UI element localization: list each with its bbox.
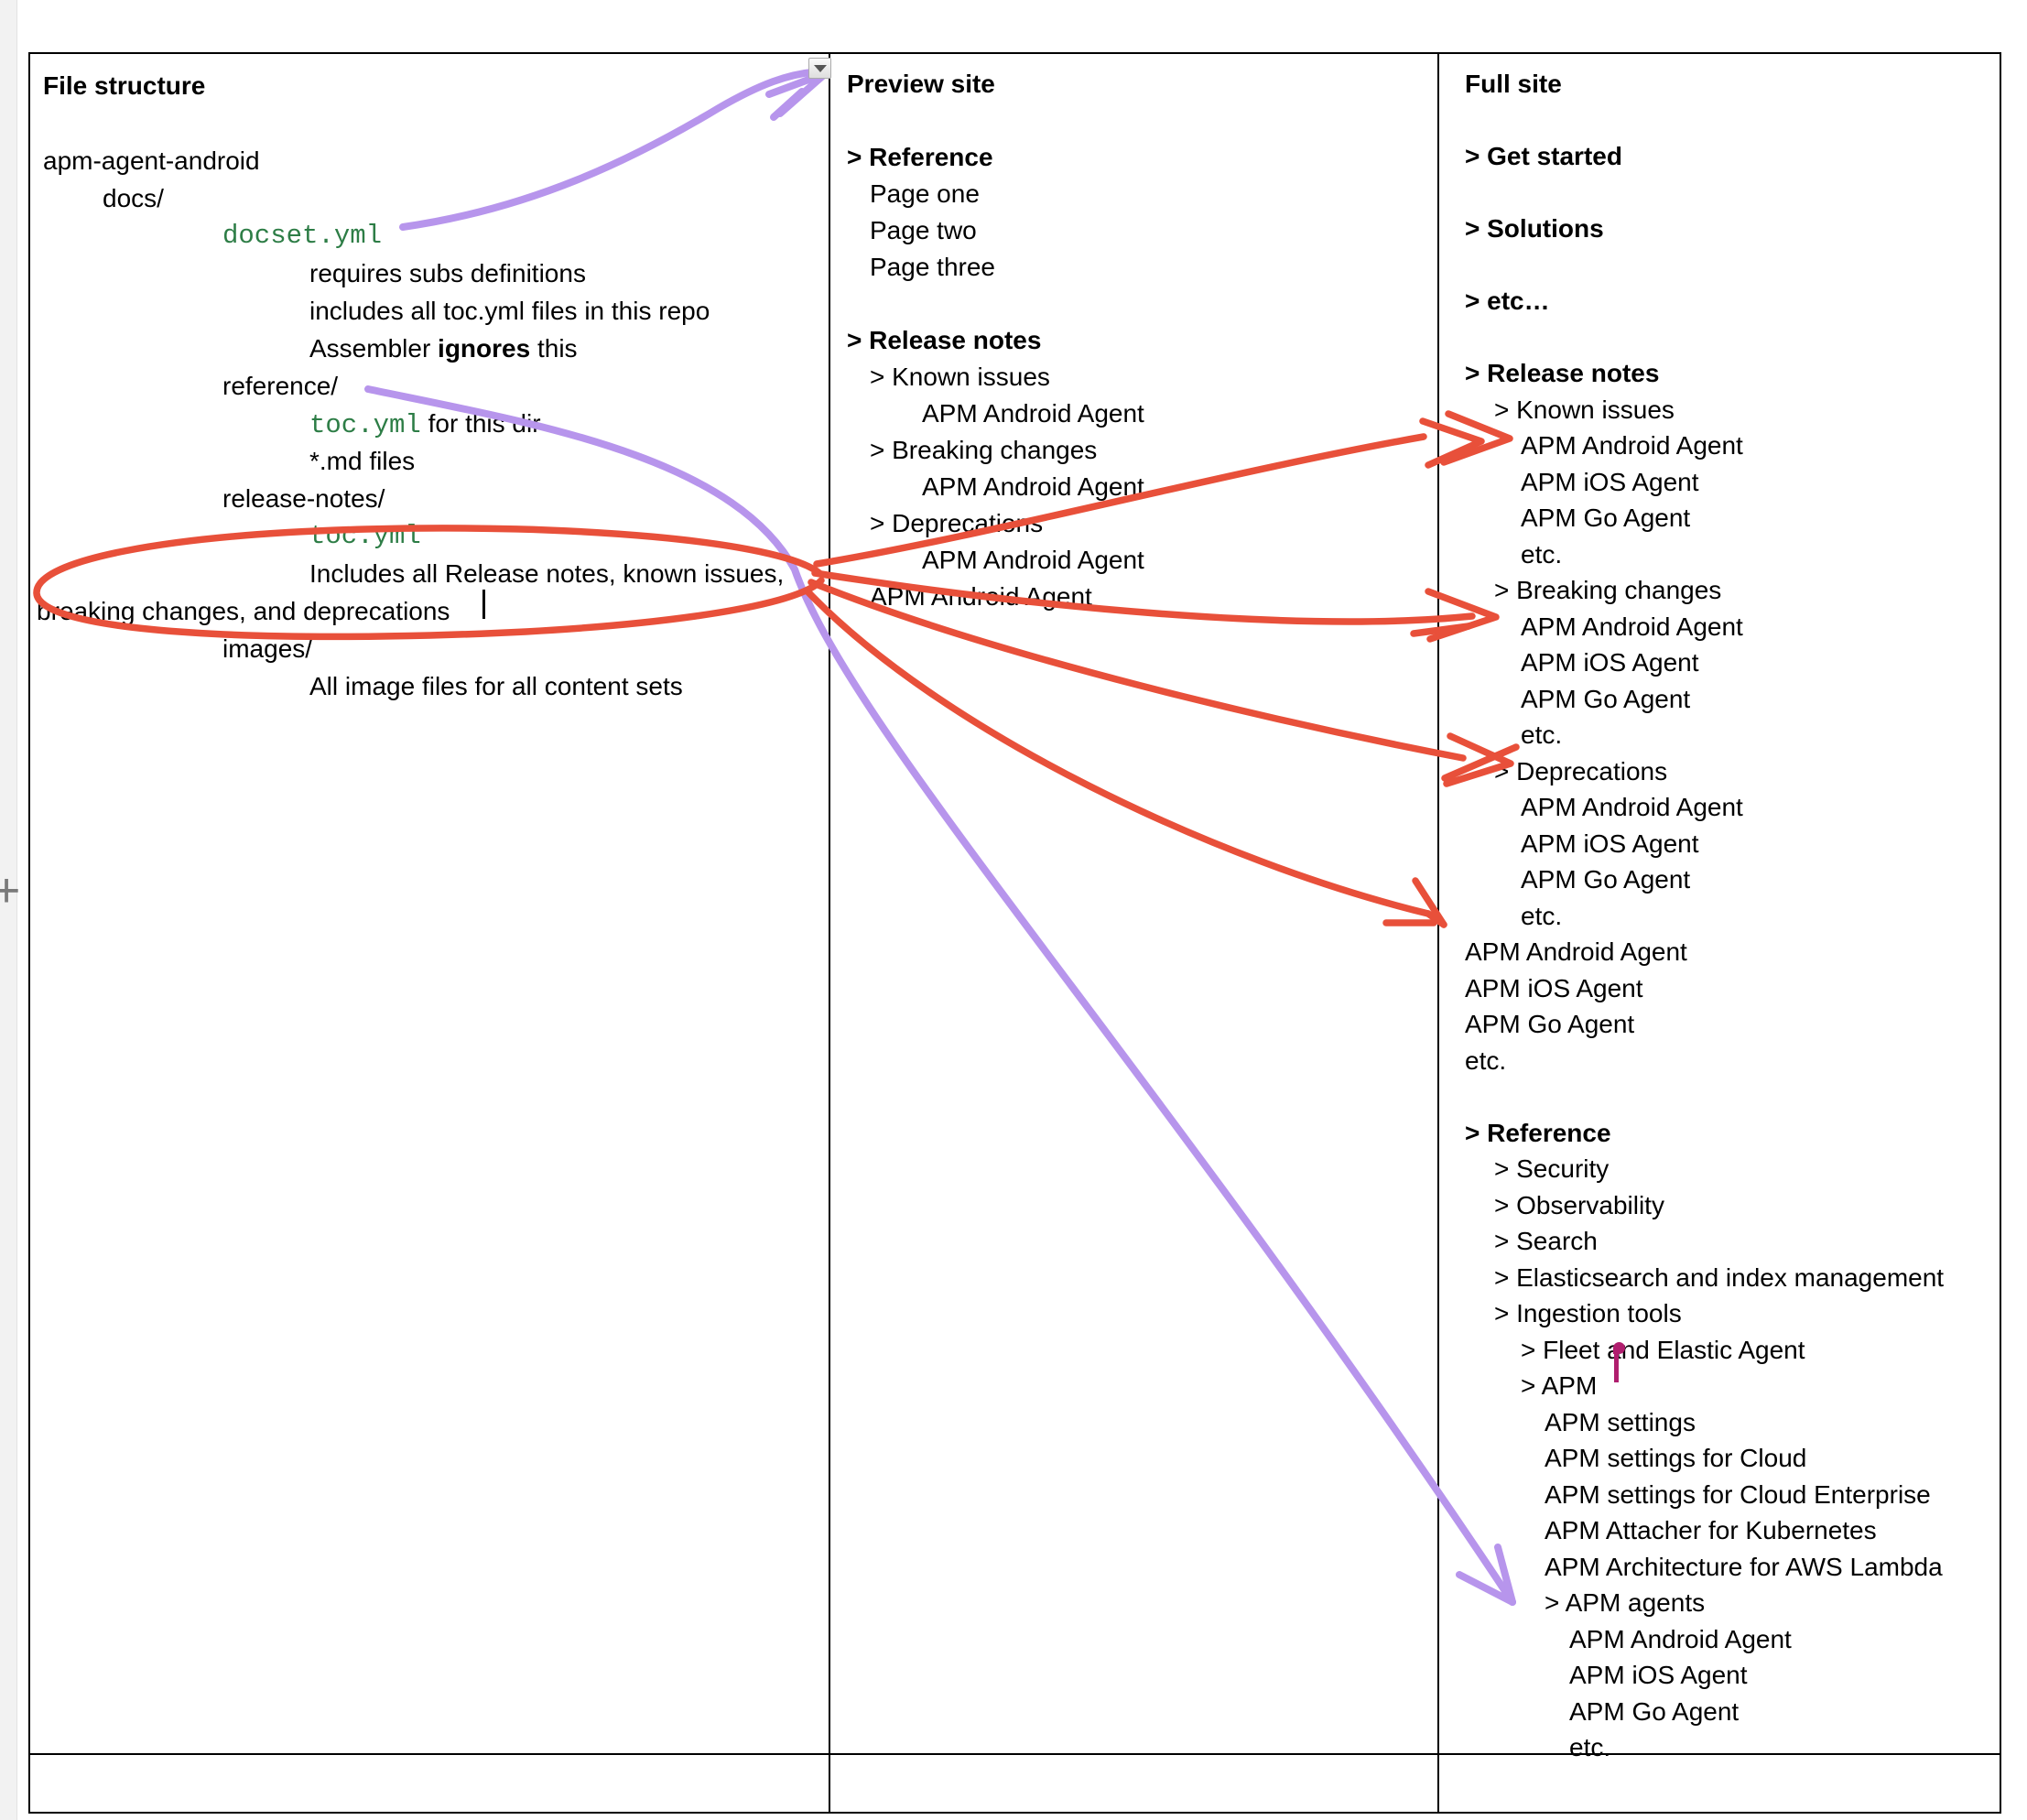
doc-line[interactable]: breaking changes, and deprecations xyxy=(37,597,450,625)
column-title[interactable]: Preview site xyxy=(847,70,995,98)
doc-line[interactable]: > Elasticsearch and index management xyxy=(1494,1263,1945,1292)
doc-line[interactable]: APM Android Agent xyxy=(1465,937,1687,966)
doc-line[interactable]: APM iOS Agent xyxy=(1521,468,1699,496)
collaborator-cursor-bar xyxy=(1614,1346,1619,1382)
doc-line[interactable]: APM Attacher for Kubernetes xyxy=(1545,1516,1877,1544)
margin-add-button[interactable]: + xyxy=(0,864,21,917)
doc-line[interactable]: APM Go Agent xyxy=(1521,865,1691,894)
empty-bottom-row[interactable] xyxy=(30,1753,2000,1814)
doc-line[interactable]: includes all toc.yml files in this repo xyxy=(309,297,710,325)
doc-line[interactable]: toc.yml xyxy=(309,521,421,551)
doc-line[interactable]: > Breaking changes xyxy=(1494,576,1722,604)
page-left-gutter xyxy=(0,0,17,1820)
doc-line[interactable]: reference/ xyxy=(222,372,339,400)
doc-line[interactable]: > Release notes xyxy=(847,326,1042,354)
doc-line[interactable]: APM iOS Agent xyxy=(1521,829,1699,858)
doc-line-segment: this xyxy=(530,334,578,363)
doc-line[interactable]: > Deprecations xyxy=(1494,757,1668,785)
doc-line[interactable]: Page two xyxy=(870,216,977,244)
doc-line[interactable]: APM iOS Agent xyxy=(1569,1661,1748,1689)
comparison-table: File structure apm-agent-android docs/docs… xyxy=(28,52,2001,1814)
table-dropdown-button[interactable] xyxy=(808,58,831,79)
doc-line[interactable]: APM Android Agent xyxy=(1521,431,1743,460)
doc-line[interactable]: release-notes/ xyxy=(222,484,385,513)
doc-line[interactable]: etc. xyxy=(1569,1733,1611,1761)
doc-line[interactable]: APM Android Agent xyxy=(922,546,1144,574)
doc-line[interactable]: All image files for all content sets xyxy=(309,672,683,700)
doc-line[interactable]: > Known issues xyxy=(1494,395,1675,424)
doc-line[interactable]: > Ingestion tools xyxy=(1494,1299,1682,1327)
doc-line[interactable]: > Deprecations xyxy=(870,509,1044,537)
doc-line[interactable]: > Observability xyxy=(1494,1191,1664,1219)
doc-line[interactable]: > Get started xyxy=(1465,142,1622,170)
doc-line[interactable]: APM Architecture for AWS Lambda xyxy=(1545,1553,1943,1581)
doc-line[interactable]: > Reference xyxy=(847,143,993,171)
doc-line[interactable]: APM Android Agent xyxy=(922,399,1144,428)
doc-line-segment: Assembler xyxy=(309,334,439,363)
doc-line[interactable]: > APM agents xyxy=(1545,1588,1706,1617)
doc-line[interactable]: > Breaking changes xyxy=(870,436,1098,464)
doc-line[interactable]: > Search xyxy=(1494,1227,1598,1255)
doc-line[interactable]: > Security xyxy=(1494,1154,1610,1183)
cell-file-structure[interactable]: File structure apm-agent-android docs/docs… xyxy=(30,54,829,1753)
doc-line[interactable]: etc. xyxy=(1521,902,1563,930)
doc-line[interactable]: > Fleet and Elastic Agent xyxy=(1521,1336,1805,1364)
doc-line[interactable]: APM iOS Agent xyxy=(1521,648,1699,677)
doc-line[interactable]: *.md files xyxy=(309,447,416,475)
doc-line[interactable]: Page one xyxy=(870,179,980,208)
doc-line[interactable]: docset.yml xyxy=(222,221,383,251)
doc-line[interactable]: Includes all Release notes, known issues… xyxy=(309,559,785,588)
doc-line-segment: ignores xyxy=(438,334,531,363)
row-divider[interactable] xyxy=(30,1753,2000,1755)
cell-preview-site[interactable]: Preview site > Reference Page one Page two P… xyxy=(830,54,1437,1753)
doc-line[interactable]: APM Go Agent xyxy=(1521,504,1691,532)
doc-line[interactable]: APM Android Agent xyxy=(870,582,1092,611)
doc-line[interactable]: APM Android Agent xyxy=(1521,793,1743,821)
doc-line[interactable]: APM settings xyxy=(1545,1408,1696,1436)
cell-full-site[interactable]: Full site > Get started > Solutions > etc… >… xyxy=(1439,54,2000,1761)
doc-line[interactable]: images/ xyxy=(222,634,313,663)
doc-line[interactable]: docs/ xyxy=(103,184,164,212)
doc-line[interactable]: APM Android Agent xyxy=(922,472,1144,501)
doc-line[interactable]: APM settings for Cloud Enterprise xyxy=(1545,1480,1931,1509)
doc-line[interactable]: > APM xyxy=(1521,1371,1598,1400)
doc-line[interactable]: APM settings for Cloud xyxy=(1545,1444,1807,1472)
text-cursor xyxy=(482,590,485,619)
doc-line[interactable]: Assembler ignores this xyxy=(309,332,578,365)
doc-line[interactable]: APM Android Agent xyxy=(1569,1625,1792,1653)
doc-line[interactable]: APM Go Agent xyxy=(1521,685,1691,713)
doc-line[interactable]: > Release notes xyxy=(1465,359,1660,387)
chevron-down-icon xyxy=(813,64,827,72)
doc-line[interactable]: > Reference xyxy=(1465,1119,1611,1147)
doc-line[interactable]: etc. xyxy=(1521,720,1563,749)
doc-line[interactable]: > etc… xyxy=(1465,287,1550,315)
doc-line[interactable]: toc.yml for this dir xyxy=(309,407,541,440)
doc-line[interactable]: apm-agent-android xyxy=(43,146,260,175)
doc-line-segment: for this dir xyxy=(420,409,541,438)
doc-line[interactable]: Page three xyxy=(870,253,995,281)
doc-line[interactable]: > Solutions xyxy=(1465,214,1604,243)
doc-line[interactable]: requires subs definitions xyxy=(309,259,586,287)
column-title[interactable]: Full site xyxy=(1465,70,1562,98)
column-title[interactable]: File structure xyxy=(43,71,206,100)
doc-line[interactable]: APM Android Agent xyxy=(1521,612,1743,641)
doc-line-segment: toc.yml xyxy=(309,410,421,440)
doc-line[interactable]: etc. xyxy=(1465,1046,1507,1075)
doc-line[interactable]: APM iOS Agent xyxy=(1465,974,1643,1002)
doc-line[interactable]: APM Go Agent xyxy=(1465,1010,1635,1038)
column-divider xyxy=(829,1753,830,1814)
doc-line[interactable]: etc. xyxy=(1521,540,1563,569)
doc-line[interactable]: APM Go Agent xyxy=(1569,1697,1740,1726)
doc-line[interactable]: > Known issues xyxy=(870,363,1050,391)
column-divider xyxy=(1437,1753,1439,1814)
